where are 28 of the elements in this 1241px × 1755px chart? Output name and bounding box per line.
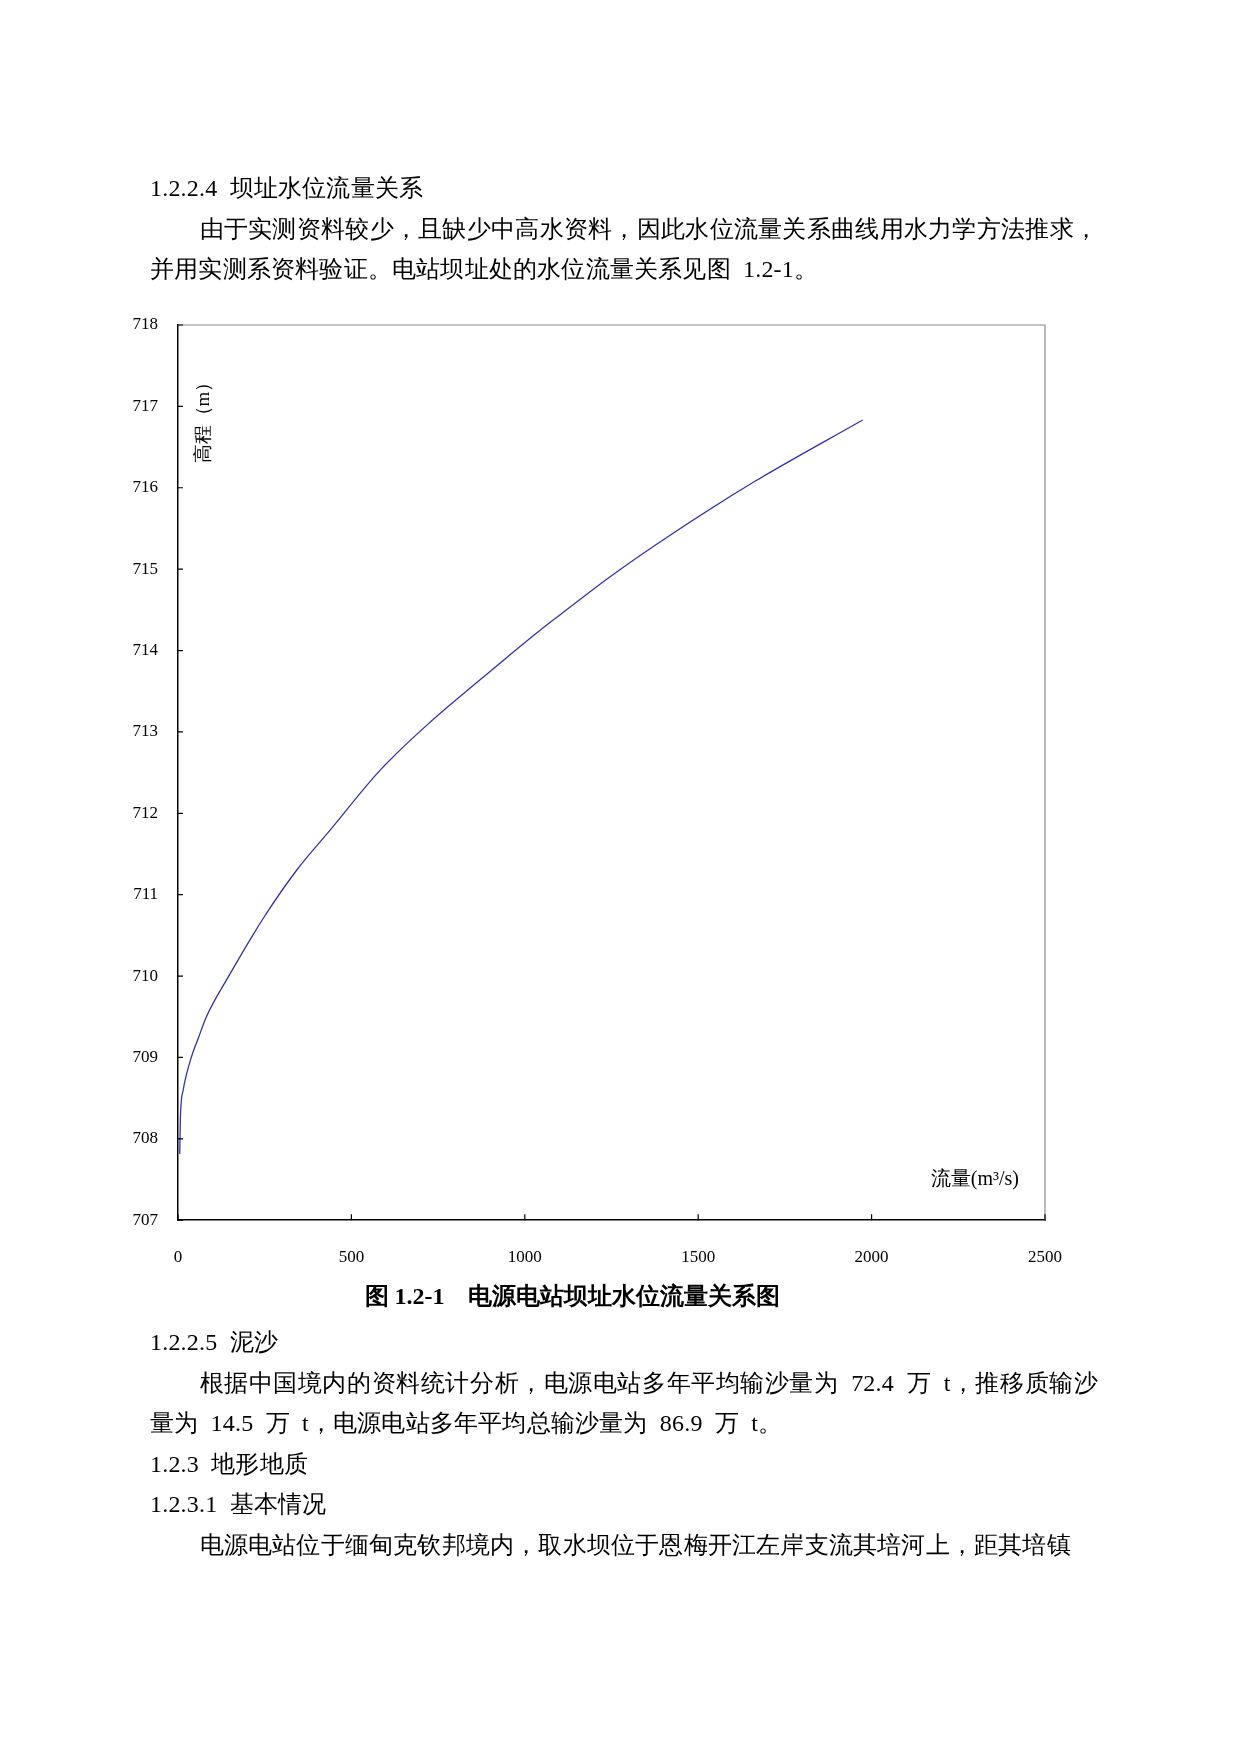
y-tick-label: 718: [132, 314, 158, 334]
x-axis-title: 流量(m³/s): [930, 1167, 1019, 1191]
x-tick-label: 0: [173, 1246, 183, 1266]
text: 电源电站位于缅甸克钦邦境内，取水坝位于恩梅开江左岸支流其培河上，距其培镇: [198, 1530, 1072, 1560]
text: 由于实测资料较少，且缺少中高水资料，因此水位流量关系曲线用水力学方法推求，并用实测系资料验证。电站坝址处的水位流量关系见图 1.2-1。: [150, 214, 1098, 284]
text: 1.2.2.4 坝址水位流量关系: [150, 174, 425, 203]
y-tick-label: 707: [132, 1209, 159, 1229]
x-tick-label: 2000: [854, 1246, 889, 1266]
y-axis-title: 高程（m）: [191, 372, 213, 464]
y-tick-label: 715: [132, 558, 158, 578]
text: 1.2.3.1 基本情况: [150, 1490, 328, 1519]
y-tick-label: 714: [132, 640, 159, 659]
y-tick-label: 710: [132, 965, 158, 985]
y-tick-label: 717: [132, 395, 159, 415]
y-tick-label: 709: [132, 1046, 158, 1066]
y-tick-label: 713: [132, 721, 158, 741]
text: 1.2.2.5 泥沙: [150, 1328, 279, 1357]
y-tick-label: 711: [133, 884, 158, 904]
x-tick-label: 2500: [1028, 1246, 1062, 1266]
x-tick-label: 1000: [507, 1246, 542, 1266]
y-tick-label: 716: [132, 477, 158, 497]
text: 1.2.3 地形地质: [150, 1449, 309, 1479]
y-tick-label: 712: [132, 802, 158, 822]
text: 根据中国境内的资料统计分析，电源电站多年平均输沙量为 72.4 万 t，推移质输沙量为 14.5 万 t，电源电站多年平均总输沙量为 86.9 万 t。: [150, 1368, 1098, 1438]
x-tick-label: 500: [338, 1246, 365, 1266]
text: 图 1.2-1 电源电站坝址水位流量关系图: [364, 1282, 781, 1309]
y-tick-label: 708: [132, 1128, 158, 1148]
x-tick-label: 1500: [681, 1246, 716, 1266]
